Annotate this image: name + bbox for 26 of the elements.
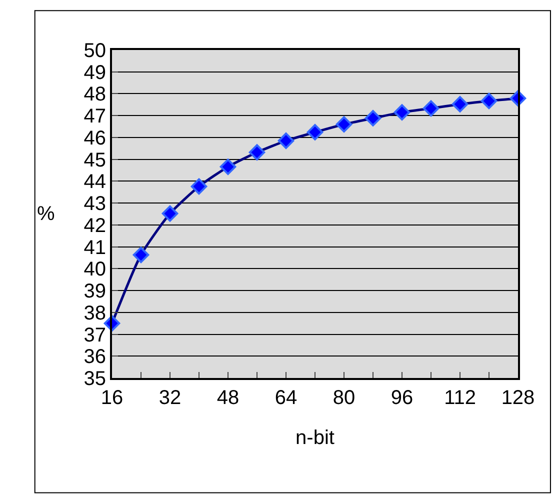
y-tick-label: 46: [84, 127, 106, 150]
y-tick-label: 50: [84, 40, 106, 62]
y-tick-label: 47: [84, 106, 106, 128]
y-tick-label: 41: [84, 236, 106, 259]
x-tick-label: 112: [444, 387, 476, 409]
x-axis-title: n-bit: [296, 427, 335, 449]
y-tick-label: 36: [84, 346, 106, 368]
x-tick-label: 16: [100, 387, 124, 409]
x-tick-label: 64: [274, 387, 298, 409]
y-tick-label: 44: [84, 171, 106, 194]
y-tick-label: 43: [84, 193, 106, 216]
x-tick-label: 96: [390, 387, 414, 409]
x-tick-label: 128: [501, 387, 535, 409]
x-tick-label: 80: [332, 387, 356, 409]
x-tick-label: 48: [216, 387, 240, 409]
y-tick-label: 35: [84, 368, 106, 390]
y-tick-label: 42: [84, 214, 106, 237]
y-tick-label: 40: [84, 258, 106, 281]
y-tick-label: 48: [84, 84, 106, 106]
y-tick-label: 37: [84, 324, 106, 346]
y-tick-label: 45: [84, 149, 106, 172]
y-tick-label: 38: [84, 302, 106, 324]
y-tick-label: 39: [84, 280, 106, 303]
y-tick-label: 49: [84, 62, 106, 84]
y-axis-title: %: [37, 203, 55, 225]
x-tick-label: 32: [158, 387, 182, 409]
